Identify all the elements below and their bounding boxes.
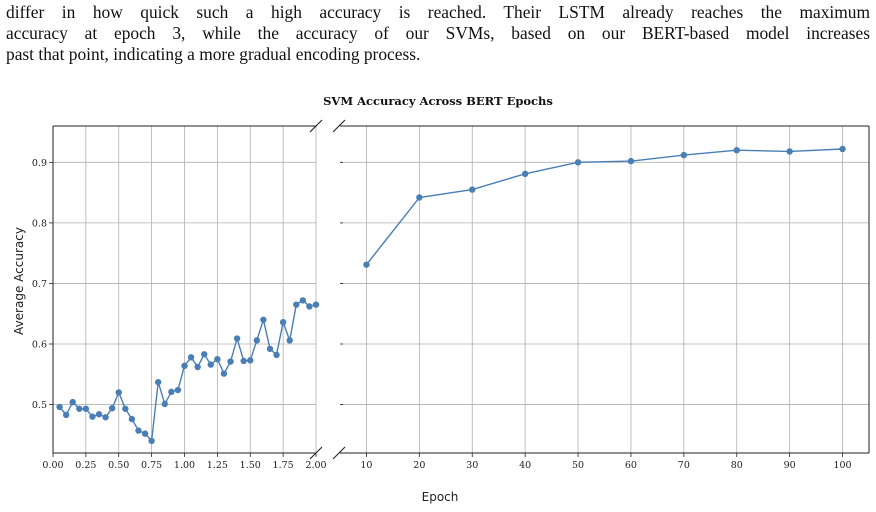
- data-point: [128, 415, 136, 423]
- data-point: [786, 148, 793, 155]
- data-point: [220, 370, 228, 377]
- data-point: [279, 319, 287, 326]
- data-point: [273, 351, 280, 359]
- right-panel-ticks: 10 20 30 40 50 60 70 80 90 100: [340, 161, 852, 471]
- data-point: [416, 194, 423, 201]
- paragraph-line: differ in how quick such a high accuracy…: [6, 2, 870, 22]
- data-point: [266, 345, 274, 353]
- data-point: [89, 413, 96, 420]
- x-tick-label: 0.00: [42, 460, 63, 471]
- data-point: [115, 389, 122, 396]
- y-tick-label: 0.5: [32, 400, 47, 411]
- data-point: [76, 405, 83, 412]
- break-mark: [332, 446, 346, 460]
- data-point: [680, 151, 688, 159]
- data-point: [247, 357, 254, 364]
- x-axis-label: Epoch: [422, 490, 459, 504]
- data-point: [627, 157, 635, 165]
- y-tick-label: 0.9: [32, 158, 47, 169]
- data-point: [839, 145, 846, 153]
- data-point: [56, 403, 63, 411]
- figure-title: SVM Accuracy Across BERT Epochs: [323, 94, 553, 108]
- data-point: [733, 147, 740, 154]
- y-tick-label: 0.8: [32, 218, 47, 229]
- x-tick-label: 50: [572, 460, 584, 471]
- series-line: [59, 299, 317, 443]
- data-point: [299, 297, 307, 304]
- data-point: [141, 430, 149, 437]
- data-point: [148, 437, 155, 445]
- left-panel-series: [56, 297, 320, 445]
- data-point: [187, 354, 195, 361]
- data-point: [574, 159, 582, 166]
- data-point: [207, 361, 214, 368]
- y-tick-label: 0.7: [32, 279, 47, 290]
- data-point: [194, 363, 201, 371]
- data-point: [62, 411, 70, 419]
- series-line: [365, 148, 843, 266]
- data-point: [135, 427, 142, 434]
- left-panel-grid: [52, 126, 317, 453]
- paragraph: differ in how quick such a high accuracy…: [6, 2, 870, 65]
- x-tick-label: 10: [360, 460, 372, 471]
- data-point: [174, 386, 182, 394]
- x-tick-label: 0.75: [141, 460, 162, 471]
- data-point: [227, 358, 234, 365]
- paragraph-line: accuracy at epoch 3, while the accuracy …: [6, 23, 870, 43]
- paragraph-line: past that point, indicating a more gradu…: [6, 44, 421, 64]
- left-panel-ticks: 0.5 0.6 0.7 0.8 0.9 0.00 0.25 0.50 0.75 1.00 1.25 1…: [32, 158, 327, 471]
- x-tick-label: 30: [466, 460, 478, 471]
- right-panel-series: [363, 145, 846, 268]
- x-tick-label: 70: [678, 460, 690, 471]
- break-mark: [309, 119, 323, 133]
- x-tick-label: 80: [731, 460, 743, 471]
- x-tick-label: 100: [833, 460, 851, 471]
- data-point: [260, 316, 267, 323]
- data-point: [82, 405, 90, 412]
- data-point: [233, 335, 241, 342]
- x-tick-label: 20: [413, 460, 425, 471]
- data-point: [69, 398, 76, 406]
- data-point: [108, 404, 116, 412]
- x-tick-label: 2.00: [305, 460, 326, 471]
- data-point: [293, 301, 300, 308]
- x-tick-label: 0.25: [75, 460, 96, 471]
- y-tick-label: 0.6: [32, 340, 47, 351]
- x-tick-label: 1.50: [240, 460, 261, 471]
- data-point: [286, 337, 293, 344]
- x-tick-label: 1.00: [174, 460, 195, 471]
- x-tick-label: 1.75: [273, 460, 294, 471]
- data-point: [102, 414, 109, 421]
- break-mark: [309, 446, 323, 460]
- data-point: [95, 411, 103, 418]
- x-tick-label: 0.50: [108, 460, 129, 471]
- data-point: [306, 303, 313, 310]
- x-tick-label: 40: [519, 460, 531, 471]
- x-tick-label: 60: [625, 460, 637, 471]
- data-point: [181, 362, 188, 369]
- data-point: [122, 405, 129, 412]
- data-point: [201, 351, 208, 358]
- data-point: [240, 357, 247, 365]
- data-point: [253, 337, 261, 344]
- right-panel-frame: [340, 125, 870, 454]
- data-point: [521, 170, 529, 178]
- data-point: [469, 186, 476, 193]
- x-tick-label: 90: [784, 460, 796, 471]
- right-panel-grid: [340, 126, 869, 453]
- x-tick-label: 1.25: [207, 460, 228, 471]
- axis-break-marks: [309, 119, 346, 460]
- data-point: [168, 388, 175, 396]
- y-axis-label: Average Accuracy: [12, 227, 26, 335]
- data-point: [161, 400, 168, 408]
- data-point: [155, 378, 162, 386]
- break-mark: [332, 119, 346, 133]
- data-point: [312, 301, 320, 308]
- data-point: [363, 261, 370, 268]
- data-point: [214, 355, 221, 363]
